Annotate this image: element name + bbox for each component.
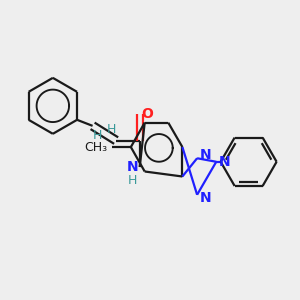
Text: H: H <box>106 124 116 136</box>
Text: O: O <box>141 107 153 121</box>
Text: CH₃: CH₃ <box>84 141 107 154</box>
Text: N: N <box>200 148 211 162</box>
Text: N: N <box>127 160 138 174</box>
Text: N: N <box>200 191 211 205</box>
Text: H: H <box>93 129 102 142</box>
Text: H: H <box>128 174 137 187</box>
Text: N: N <box>219 155 230 169</box>
